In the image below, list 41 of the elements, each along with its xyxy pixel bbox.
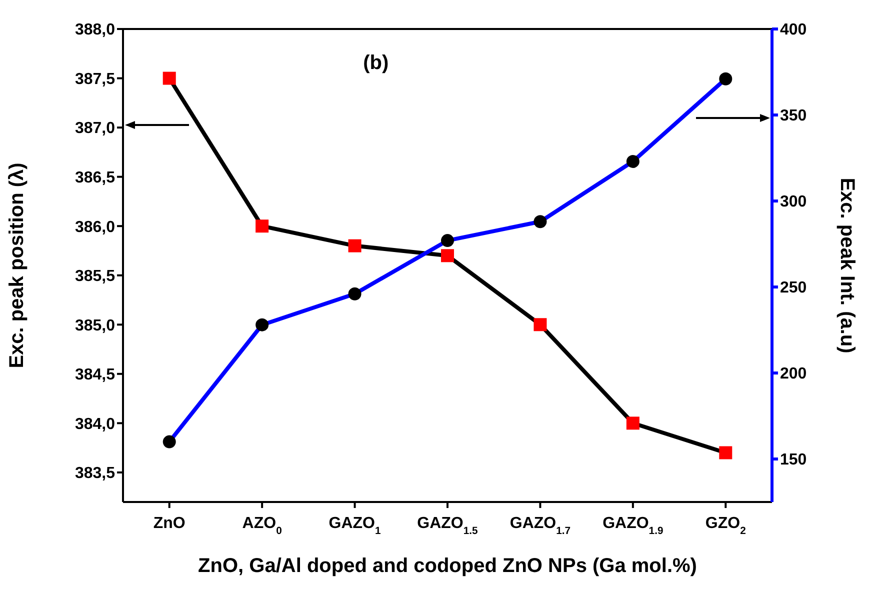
y-tick-label: 385,5 [74,268,116,286]
y2-tick-label: 200 [780,366,807,383]
y-tick-label: 384,5 [74,366,116,384]
point [626,416,640,430]
y2-tick-label: 150 [780,452,807,469]
text: (b) [363,52,389,75]
x-tick-label: GAZO$_{1.9}$ [602,515,664,536]
point [162,72,176,85]
y2-axis-title: Exc. peak Int. (a.u) [836,178,858,354]
point [534,318,547,332]
y-tick-label: 386,5 [74,169,116,186]
point [719,72,732,86]
point [256,318,269,332]
point [348,239,362,252]
y-axis-title: Exc. peak position (λ) [6,162,28,368]
y2-tick-label: 300 [780,194,807,211]
x-tick-label: GAZO$_{1}$ [328,515,382,536]
point [441,234,454,248]
y-tick-label: 385,0 [74,317,116,334]
point [719,446,732,460]
y-tick-label: 383,5 [74,465,116,482]
y2-tick-label: 400 [780,22,807,39]
y-tick-label: 388,0 [74,22,116,39]
y-tick-label: 386,0 [74,218,116,236]
y2-tick-label: 250 [780,280,807,297]
y-tick-label: 384,0 [74,416,116,433]
y-tick-label: 387,5 [74,70,116,88]
x-tick-label: GAZO$_{1.7}$ [510,515,571,536]
point [534,215,547,228]
x-tick-label: GAZO$_{1.5}$ [417,515,478,536]
x-tick-label: AZO$_{0}$ [242,515,282,536]
point [441,249,454,262]
point [256,220,269,233]
point [162,435,176,448]
point [626,154,640,168]
x-axis-title: ZnO, Ga/Al doped and codoped ZnO NPs (Ga mol.%) [198,555,697,577]
x-tick-label: ZnO [153,515,186,532]
y2-tick-label: 350 [780,108,807,125]
x-tick-label: GZO$_{2}$ [705,515,746,536]
point [348,287,362,300]
y-tick-label: 387,0 [74,120,116,138]
